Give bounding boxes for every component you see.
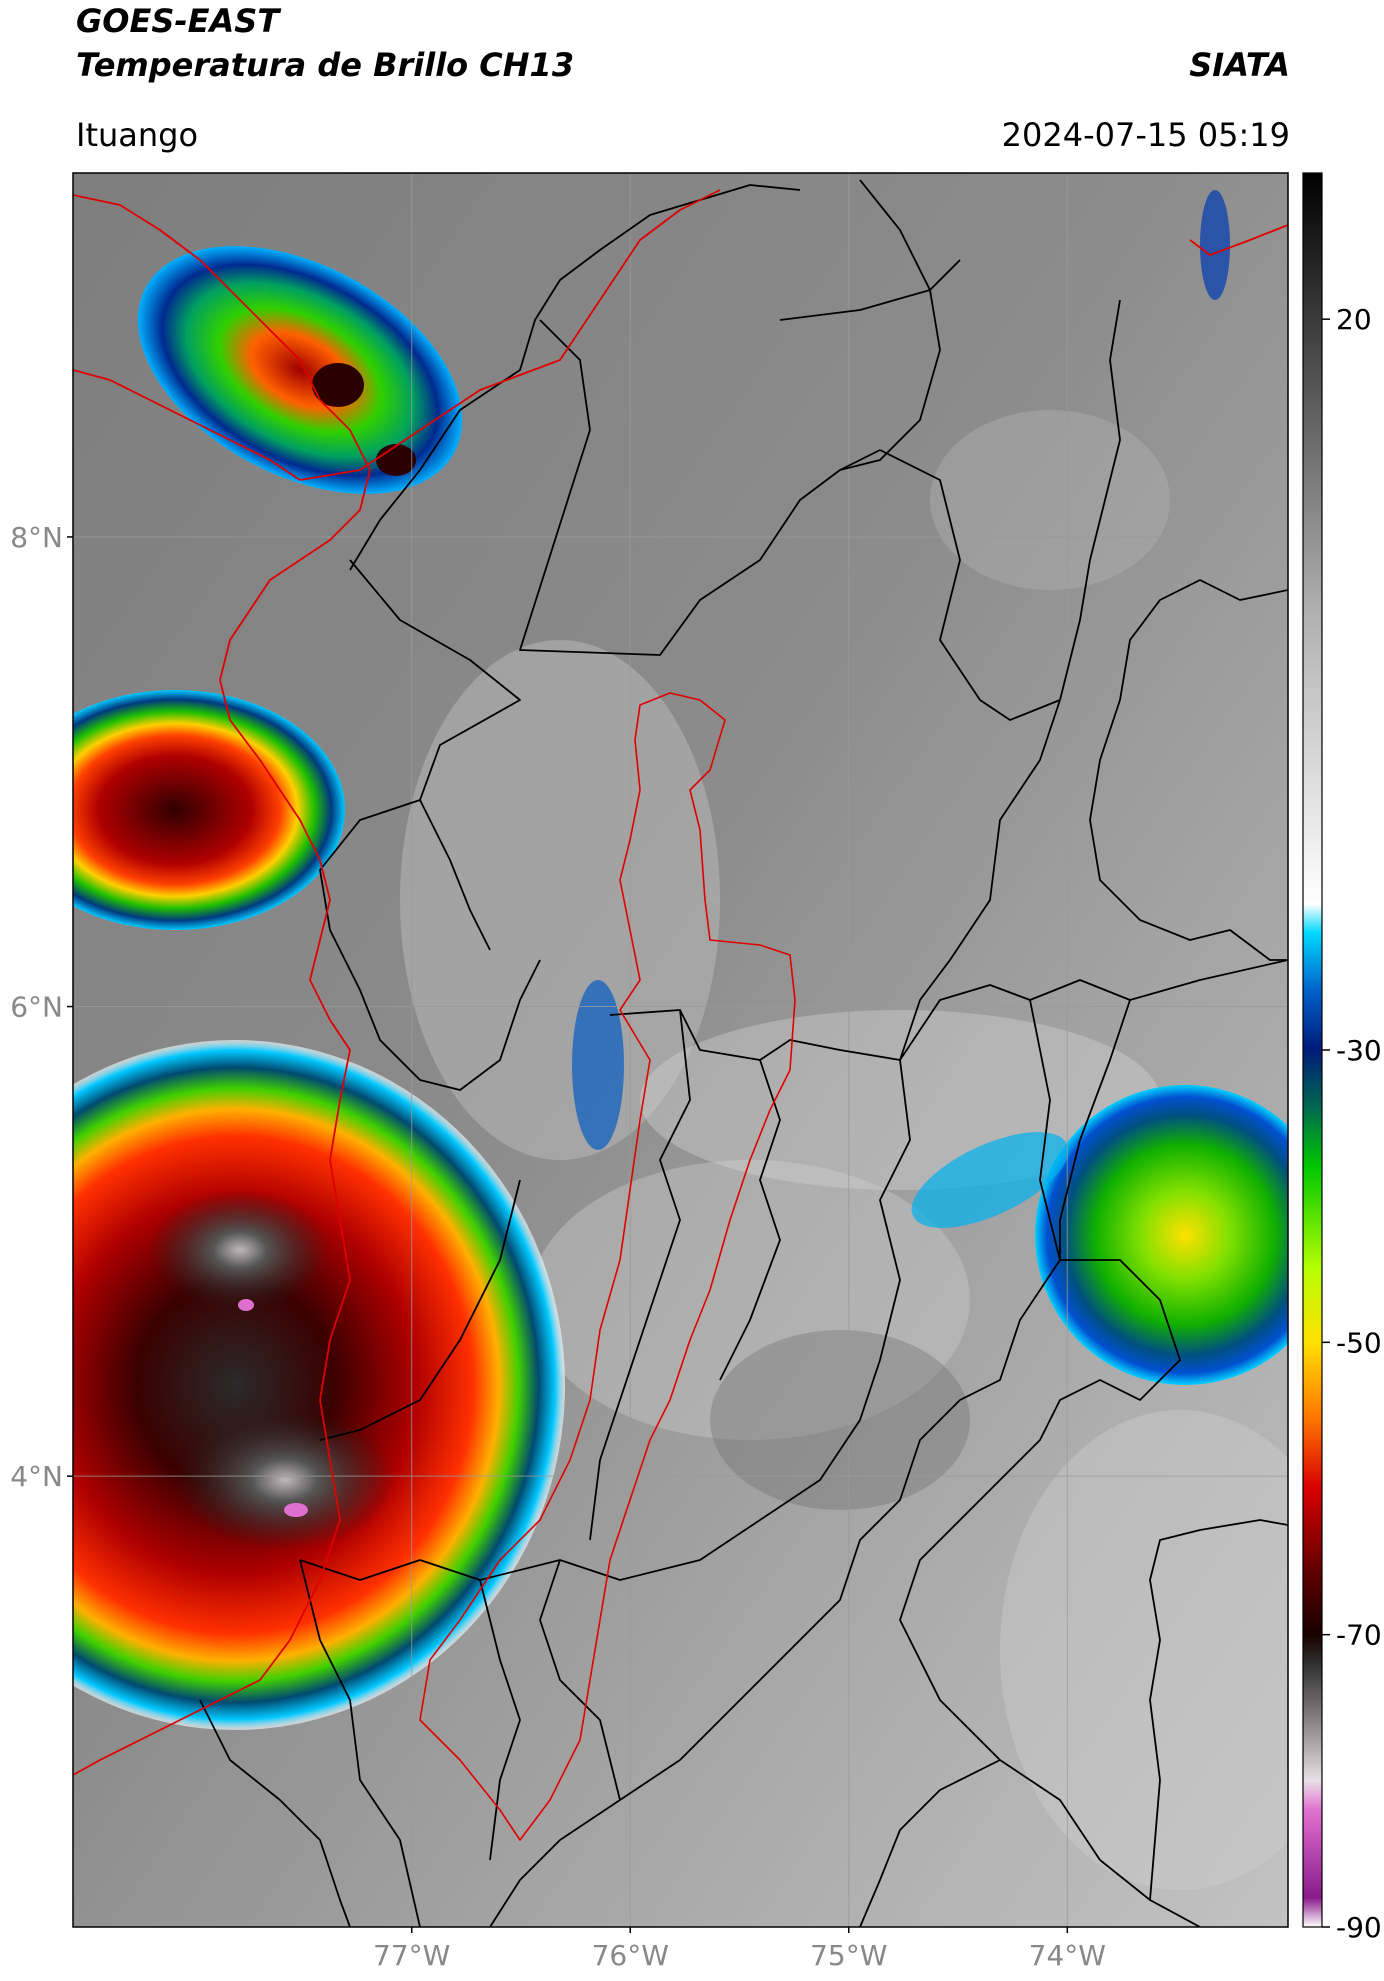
cloud-band-east — [911, 1132, 1069, 1228]
department-boundary — [1089, 299, 1121, 561]
satellite-title: GOES-EAST — [76, 2, 280, 40]
country-boundaries — [73, 189, 1288, 1776]
department-boundary — [349, 184, 801, 571]
map-area — [73, 173, 1288, 1927]
cloud-streak — [1000, 1410, 1288, 1890]
colorbar-tick-label: -90 — [1336, 1911, 1382, 1944]
department-boundary — [299, 1059, 911, 1581]
panama-border — [73, 369, 301, 481]
department-boundary — [839, 179, 941, 471]
department-boundary — [719, 1059, 781, 1381]
longitude-tick-label: 76°W — [592, 1939, 669, 1972]
longitude-ticks: 77°W 76°W 75°W 74°W — [373, 1927, 1106, 1972]
colorbar-tick-label: -70 — [1336, 1619, 1382, 1652]
warm-surface — [710, 1330, 970, 1510]
colorbar-gradient — [1302, 172, 1323, 1928]
department-boundary — [349, 559, 521, 951]
department-boundary — [609, 959, 1288, 1061]
venezuela-border — [1189, 224, 1288, 256]
datetime-label: 2024-07-15 05:19 — [1001, 116, 1290, 154]
overshoot-top — [284, 1503, 308, 1517]
department-boundary — [519, 319, 881, 656]
storm-cell-west — [73, 690, 345, 930]
colorbar-tick-label: -30 — [1336, 1034, 1382, 1067]
storm-cell-east — [1035, 1085, 1288, 1385]
longitude-tick-label: 77°W — [373, 1939, 450, 1972]
pacific-coastline — [73, 194, 371, 1776]
region-label: Ituango — [76, 116, 199, 154]
storm-core — [312, 363, 364, 407]
department-boundary — [899, 699, 1061, 1061]
department-boundary — [899, 1259, 1201, 1927]
cloud-streak — [400, 640, 720, 1160]
longitude-tick-label: 75°W — [810, 1939, 887, 1972]
colorbar: 20 -30 -50 -70 -90 — [1302, 172, 1382, 1944]
cloud-streak — [930, 410, 1170, 590]
colorbar-tick-label: -50 — [1336, 1326, 1382, 1359]
product-title: Temperatura de Brillo CH13 — [76, 46, 575, 84]
ituango-basin-outline — [419, 692, 796, 1841]
caribbean-coastline — [299, 189, 721, 481]
department-boundary — [299, 1559, 421, 1927]
cloud-streak — [530, 1160, 970, 1440]
department-boundary — [589, 1009, 691, 1541]
department-boundaries — [199, 179, 1288, 1927]
department-boundary — [489, 999, 1061, 1927]
cloud-band-center — [572, 980, 624, 1150]
department-boundary — [1089, 579, 1288, 961]
department-boundary — [1149, 1519, 1288, 1901]
organization-label: SIATA — [1189, 46, 1290, 84]
latitude-ticks: 8°N 6°N 4°N — [10, 521, 73, 1493]
longitude-tick-label: 74°W — [1029, 1939, 1106, 1972]
storm-core — [150, 1190, 330, 1310]
department-boundary — [1059, 999, 1131, 1260]
storm-core — [376, 444, 416, 476]
department-boundary — [199, 1699, 351, 1927]
latitude-tick-label: 4°N — [10, 1460, 63, 1493]
colorbar-tick-label: 20 — [1336, 303, 1372, 336]
latitude-tick-label: 6°N — [10, 991, 63, 1024]
map-frame — [72, 172, 1289, 1928]
storm-core — [175, 1410, 395, 1550]
department-boundary — [539, 1559, 621, 1801]
department-boundary — [319, 799, 541, 1091]
storm-cell-north — [137, 246, 463, 494]
cloud-band-northeast — [1200, 190, 1230, 300]
department-boundary — [779, 259, 961, 321]
department-boundary — [859, 1759, 1001, 1927]
latitude-tick-label: 8°N — [10, 521, 63, 554]
overshoot-top — [238, 1299, 254, 1311]
department-boundary — [319, 1179, 521, 1441]
department-boundary — [879, 449, 1091, 721]
